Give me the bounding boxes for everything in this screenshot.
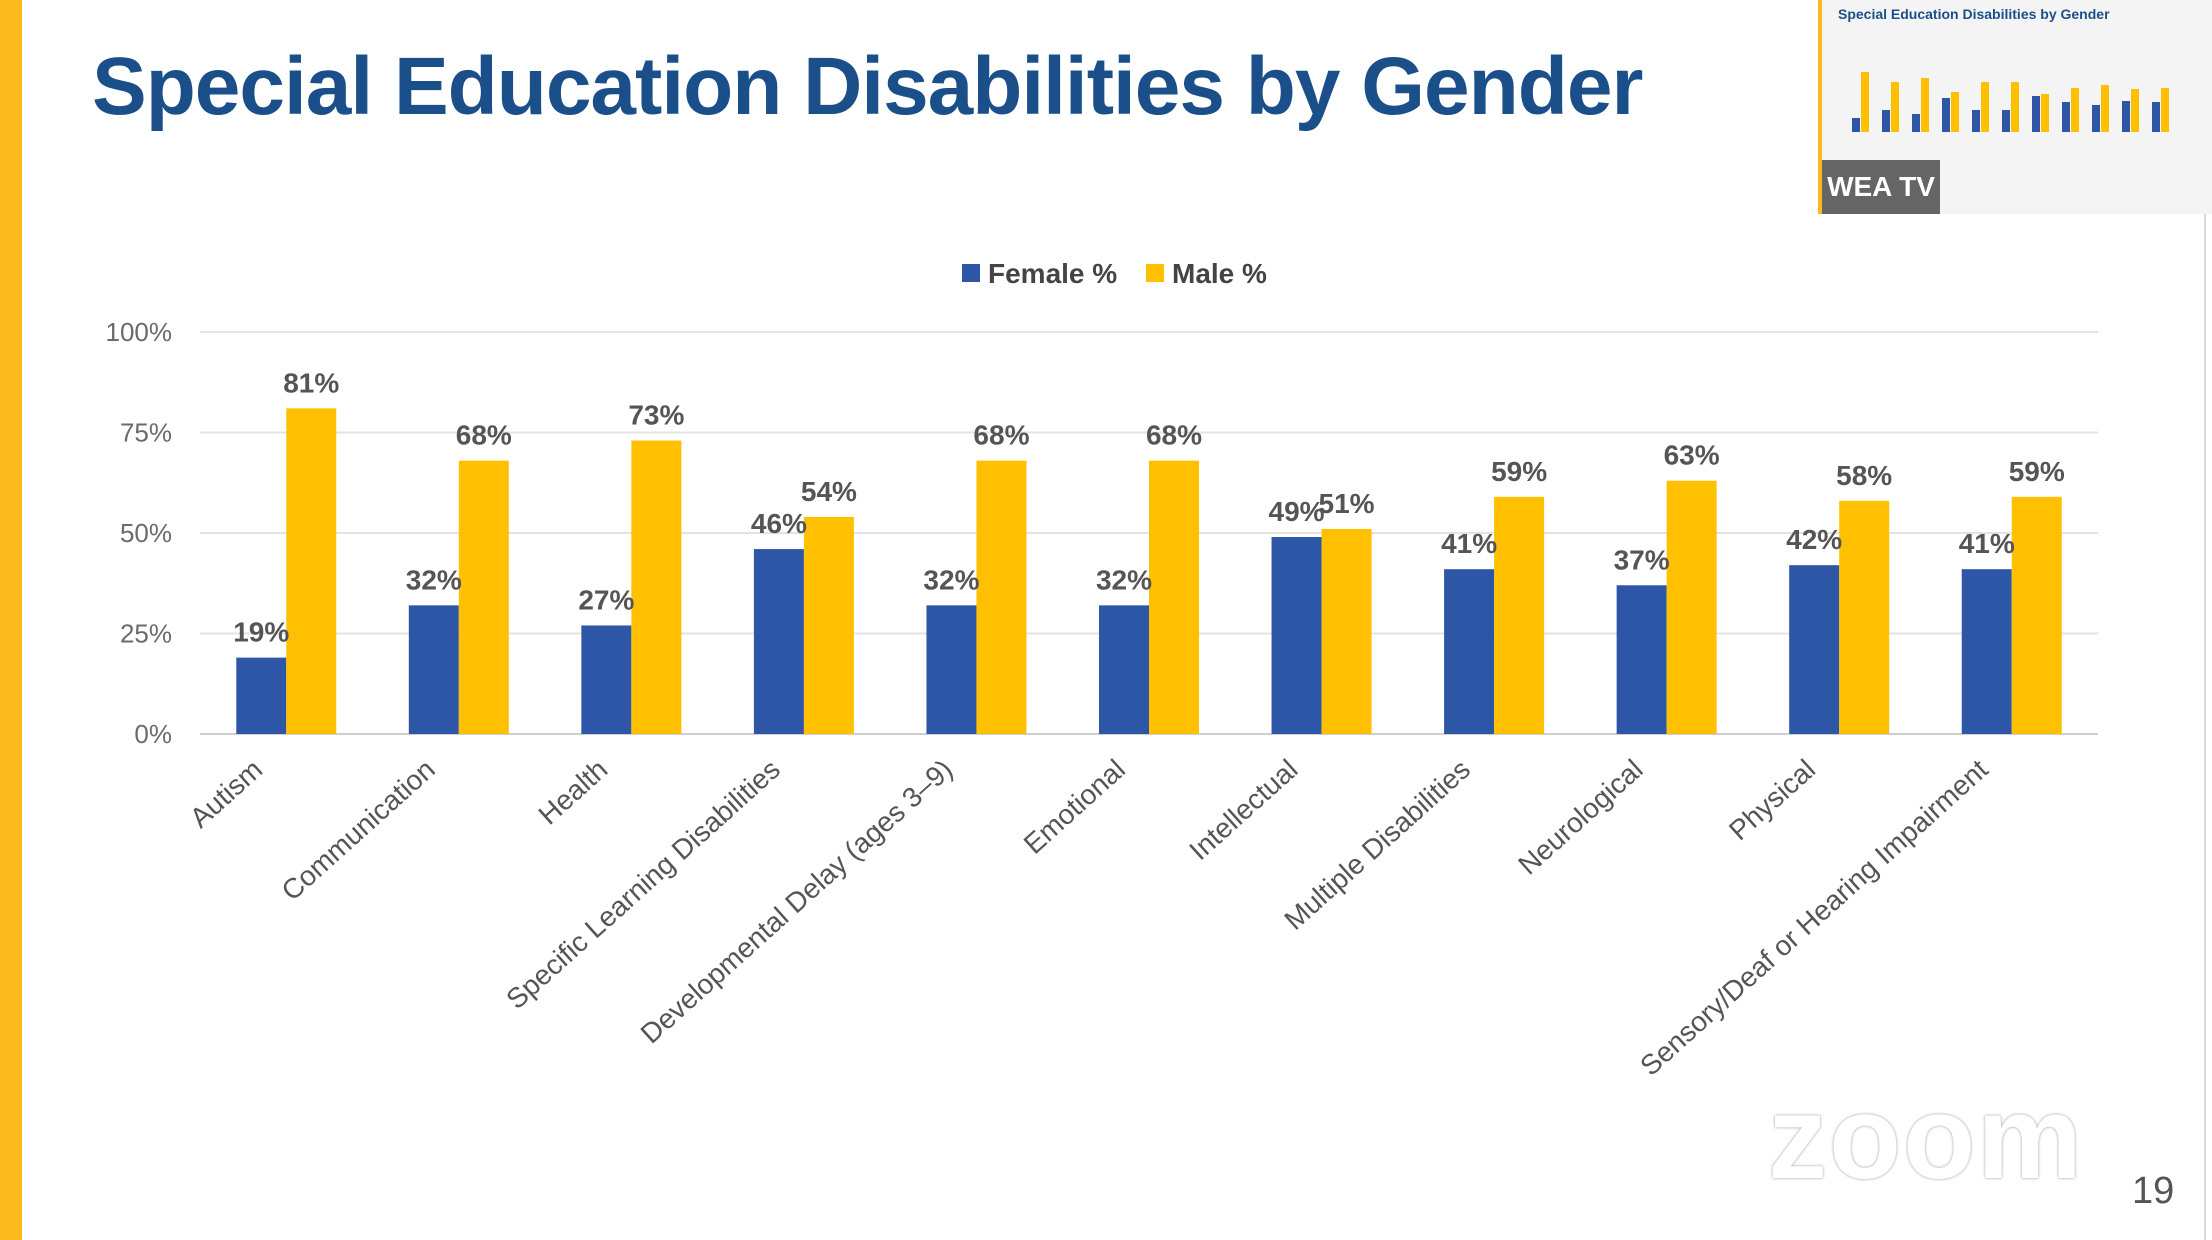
y-tick-label: 0% bbox=[134, 719, 172, 749]
data-label: 59% bbox=[2009, 456, 2065, 487]
y-tick-label: 100% bbox=[106, 317, 173, 347]
chart-data-labels: 19%81%32%68%27%73%46%54%32%68%32%68%49%5… bbox=[233, 367, 2065, 647]
bar-female bbox=[1444, 569, 1495, 734]
data-label: 27% bbox=[578, 584, 634, 615]
data-label: 63% bbox=[1664, 440, 1720, 471]
y-tick-label: 25% bbox=[120, 619, 172, 649]
x-category-label: Communication bbox=[276, 753, 441, 906]
data-label: 54% bbox=[801, 476, 857, 507]
bar-male bbox=[1839, 500, 1890, 734]
thumbnail-slide-title: Special Education Disabilities by Gender bbox=[1838, 6, 2110, 22]
chart-legend: Female % Male % bbox=[962, 258, 1267, 289]
bar-female bbox=[1271, 537, 1322, 734]
data-label: 37% bbox=[1614, 544, 1670, 575]
data-label: 32% bbox=[1096, 564, 1152, 595]
bar-male bbox=[1321, 528, 1372, 734]
x-category-label: Health bbox=[532, 753, 613, 830]
x-category-label: Neurological bbox=[1512, 753, 1648, 880]
y-tick-label: 50% bbox=[120, 518, 172, 548]
page-number: 19 bbox=[2132, 1170, 2175, 1212]
zoom-watermark: zoom bbox=[1768, 1072, 2085, 1204]
window-divider bbox=[2204, 214, 2206, 1240]
bar-female bbox=[581, 625, 632, 734]
bar-female bbox=[1789, 565, 1840, 734]
bar-female bbox=[1099, 605, 1149, 734]
bar-male bbox=[286, 408, 337, 734]
bar-male bbox=[458, 460, 509, 734]
bar-female bbox=[1961, 569, 2012, 734]
bar-male bbox=[976, 460, 1027, 734]
bar-male bbox=[1666, 480, 1717, 734]
data-label: 42% bbox=[1786, 524, 1842, 555]
bar-male bbox=[1149, 460, 1199, 734]
chart-bars bbox=[236, 408, 2062, 734]
data-label: 32% bbox=[406, 564, 462, 595]
legend-swatch bbox=[962, 264, 980, 282]
bar-male bbox=[1494, 496, 1545, 734]
thumbnail-chart-preview bbox=[1852, 72, 2169, 132]
bar-female bbox=[753, 549, 804, 734]
x-category-label: Specific Learning Disabilities bbox=[500, 753, 786, 1015]
data-label: 68% bbox=[973, 420, 1029, 451]
x-category-label: Sensory/Deaf or Hearing Impairment bbox=[1634, 753, 1994, 1081]
bar-female bbox=[236, 657, 287, 734]
x-category-label: Physical bbox=[1723, 753, 1821, 846]
legend-swatch bbox=[1146, 264, 1164, 282]
data-label: 49% bbox=[1269, 496, 1325, 527]
bar-female bbox=[408, 605, 459, 734]
x-category-label: Developmental Delay (ages 3–9) bbox=[635, 753, 959, 1049]
x-category-label: Intellectual bbox=[1183, 753, 1303, 866]
data-label: 81% bbox=[283, 367, 339, 398]
data-label: 59% bbox=[1491, 456, 1547, 487]
data-label: 32% bbox=[923, 564, 979, 595]
data-label: 58% bbox=[1836, 460, 1892, 491]
participant-name-label: WEA TV bbox=[1822, 160, 1940, 214]
data-label: 41% bbox=[1959, 528, 2015, 559]
data-label: 68% bbox=[1146, 420, 1202, 451]
bar-female bbox=[926, 605, 977, 734]
accent-bar bbox=[0, 0, 22, 1240]
data-label: 46% bbox=[751, 508, 807, 539]
bar-male bbox=[803, 516, 854, 734]
x-category-label: Multiple Disabilities bbox=[1278, 753, 1476, 935]
x-category-label: Emotional bbox=[1018, 753, 1131, 859]
data-label: 41% bbox=[1441, 528, 1497, 559]
legend-label: Male % bbox=[1172, 258, 1267, 289]
participant-thumbnail[interactable]: Special Education Disabilities by Gender… bbox=[1818, 0, 2212, 214]
legend-label: Female % bbox=[988, 258, 1117, 289]
data-label: 51% bbox=[1319, 488, 1375, 519]
data-label: 73% bbox=[628, 400, 684, 431]
x-category-label: Autism bbox=[184, 753, 268, 833]
data-label: 68% bbox=[456, 420, 512, 451]
bar-female bbox=[1616, 585, 1667, 734]
data-label: 19% bbox=[233, 617, 289, 648]
y-tick-label: 75% bbox=[120, 418, 172, 448]
y-axis-tick-labels: 0% 25% 50% 75% 100% bbox=[106, 317, 173, 749]
bar-male bbox=[2011, 496, 2062, 734]
bar-male bbox=[631, 440, 682, 734]
slide-title: Special Education Disabilities by Gender bbox=[92, 41, 1643, 132]
